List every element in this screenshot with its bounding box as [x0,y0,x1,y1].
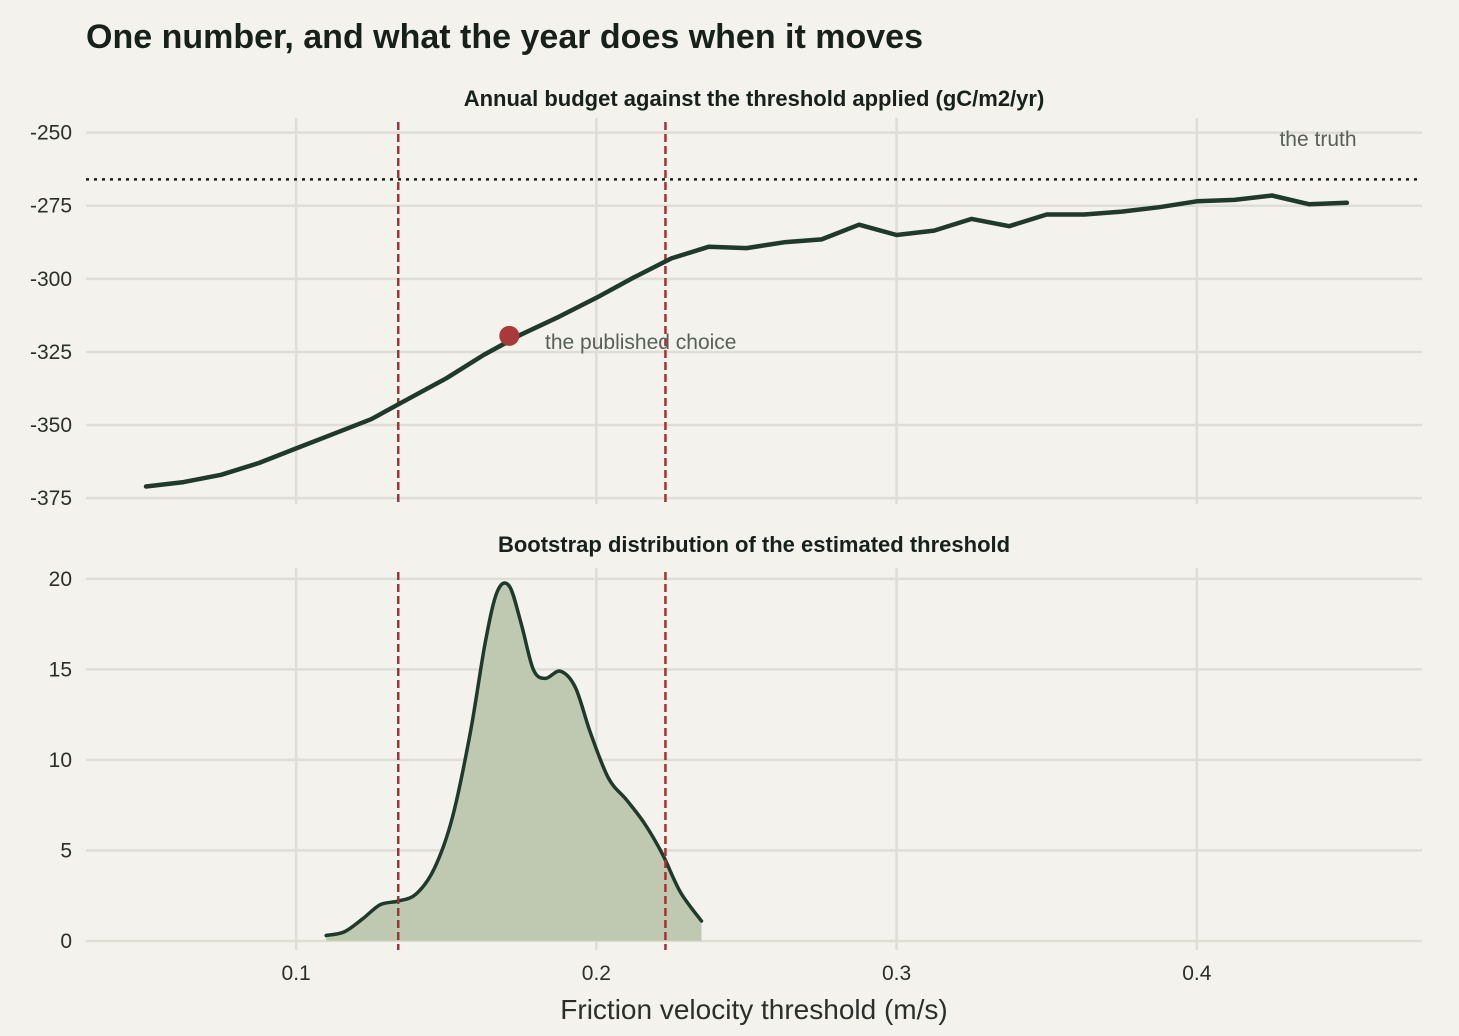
bootstrap-marks [324,581,704,941]
budget-y-tick-labels: -375 -350 -325 -300 -275 -250 [30,122,72,511]
budget-y-tick-label-2: -325 [30,341,72,364]
bootstrap-y-tick-label-3: 15 [49,658,72,681]
annotation-published-choice: the published choice [545,331,736,354]
budget-y-tick-label-5: -250 [30,122,72,145]
bootstrap-y-tick-label-0: 0 [60,930,72,953]
panel-title-bootstrap: Bootstrap distribution of the estimated … [498,532,1010,557]
bootstrap-y-tick-label-4: 20 [49,568,72,591]
bootstrap-gridlines [86,568,1422,950]
budget-marks [143,193,1350,489]
budget-reference-lines [86,122,1422,504]
annotation-the-truth: the truth [1279,128,1356,151]
x-tick-label-3: 0.4 [1182,962,1212,985]
bootstrap-y-tick-label-2: 10 [49,749,72,772]
budget-y-tick-label-3: -300 [30,268,72,291]
bootstrap-reference-lines [396,572,667,950]
x-tick-label-2: 0.3 [882,962,911,985]
budget-series-line [143,193,1350,489]
chart-title: One number, and what the year does when … [86,18,923,56]
bootstrap-y-tick-labels: 0 5 10 15 20 [49,568,72,953]
panel-title-budget: Annual budget against the threshold appl… [464,86,1045,111]
bootstrap-density-area [326,582,702,941]
x-tick-label-0: 0.1 [282,962,311,985]
x-axis-label: Friction velocity threshold (m/s) [560,994,947,1025]
x-tick-labels: 0.1 0.2 0.3 0.4 [282,962,1212,985]
budget-y-tick-label-4: -275 [30,195,72,218]
budget-y-tick-label-1: -350 [30,414,72,437]
x-tick-label-1: 0.2 [582,962,611,985]
budget-y-tick-label-0: -375 [30,487,72,510]
bootstrap-y-tick-label-1: 5 [60,839,72,862]
budget-gridlines [86,118,1422,504]
published-choice-point [499,325,520,346]
